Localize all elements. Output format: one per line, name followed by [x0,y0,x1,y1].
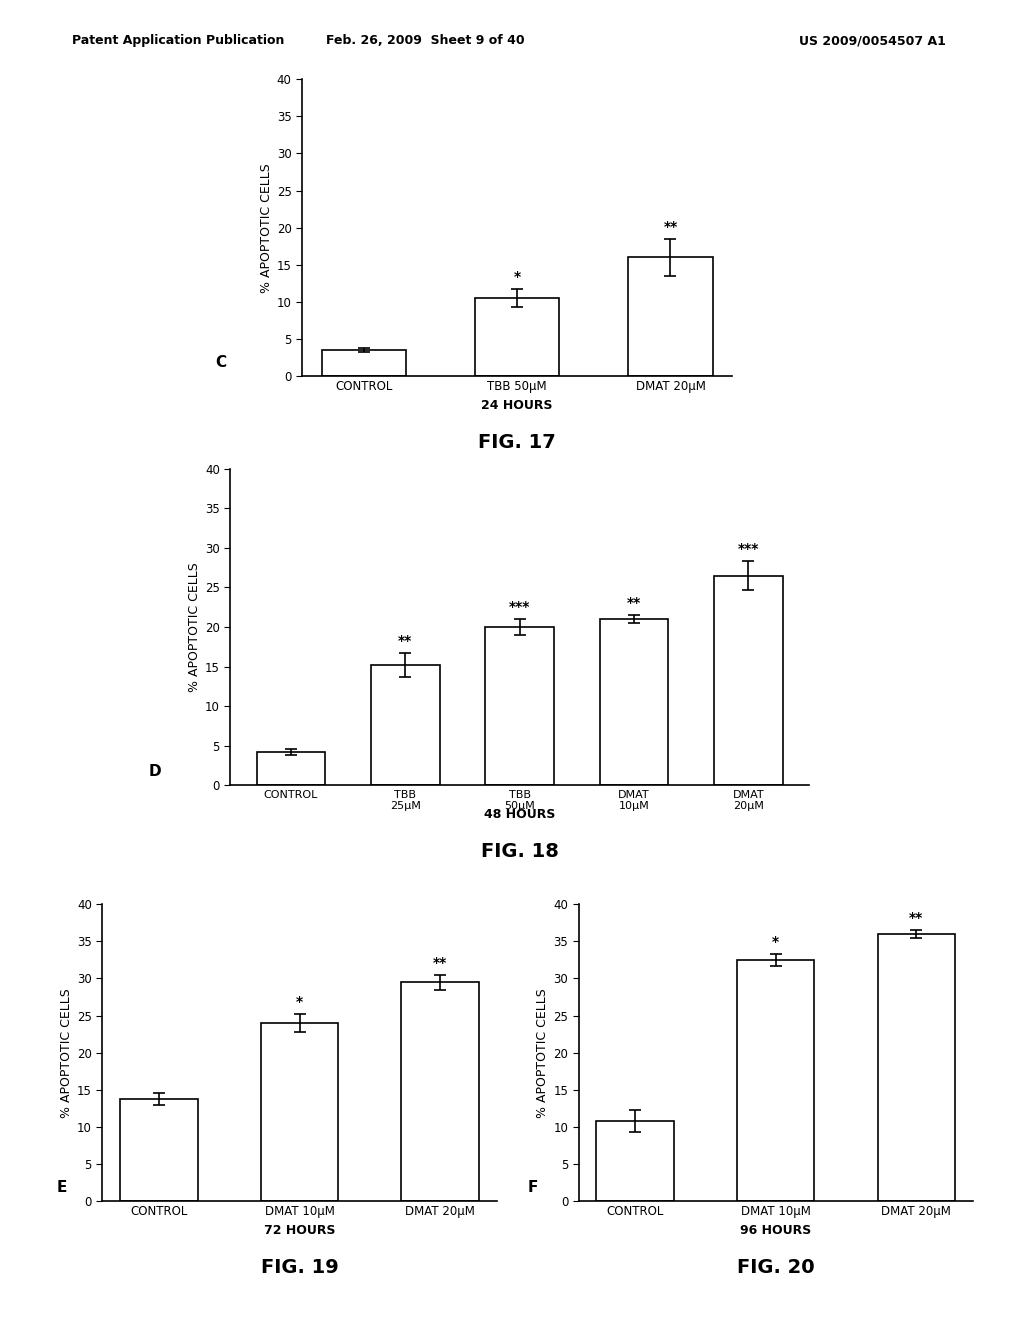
Text: 72 HOURS: 72 HOURS [264,1224,335,1237]
Text: ***: *** [509,599,530,614]
Text: FIG. 18: FIG. 18 [480,842,559,861]
Text: E: E [56,1180,67,1195]
Y-axis label: % APOPTOTIC CELLS: % APOPTOTIC CELLS [537,987,549,1118]
Text: *: * [772,935,779,949]
Text: US 2009/0054507 A1: US 2009/0054507 A1 [799,34,945,48]
Text: FIG. 20: FIG. 20 [737,1258,814,1276]
Bar [714,576,782,785]
Text: 48 HOURS: 48 HOURS [484,808,555,821]
Text: **: ** [398,634,413,648]
Text: C: C [215,355,226,370]
Text: **: ** [909,911,924,925]
Text: 96 HOURS: 96 HOURS [740,1224,811,1237]
Bar [878,935,954,1201]
Bar [596,1121,674,1201]
Bar [475,298,559,376]
Bar [600,619,669,785]
Text: **: ** [627,595,641,610]
Bar [121,1098,198,1201]
Text: 24 HOURS: 24 HOURS [481,399,553,412]
Text: F: F [527,1180,538,1195]
Bar [629,257,713,376]
Text: Patent Application Publication: Patent Application Publication [72,34,284,48]
Bar [371,665,439,785]
Y-axis label: % APOPTOTIC CELLS: % APOPTOTIC CELLS [188,562,201,692]
Y-axis label: % APOPTOTIC CELLS: % APOPTOTIC CELLS [60,987,73,1118]
Text: FIG. 19: FIG. 19 [261,1258,338,1276]
Bar [401,982,478,1201]
Text: Feb. 26, 2009  Sheet 9 of 40: Feb. 26, 2009 Sheet 9 of 40 [326,34,524,48]
Bar [322,350,406,376]
Bar [261,1023,338,1201]
Bar [485,627,554,785]
Text: FIG. 17: FIG. 17 [478,433,556,451]
Text: *: * [514,271,520,284]
Bar [737,960,814,1201]
Text: **: ** [664,219,678,234]
Text: *: * [296,995,303,1008]
Text: ***: *** [737,541,759,556]
Bar [257,752,326,785]
Y-axis label: % APOPTOTIC CELLS: % APOPTOTIC CELLS [260,162,272,293]
Text: **: ** [433,956,447,969]
Text: D: D [148,764,161,779]
